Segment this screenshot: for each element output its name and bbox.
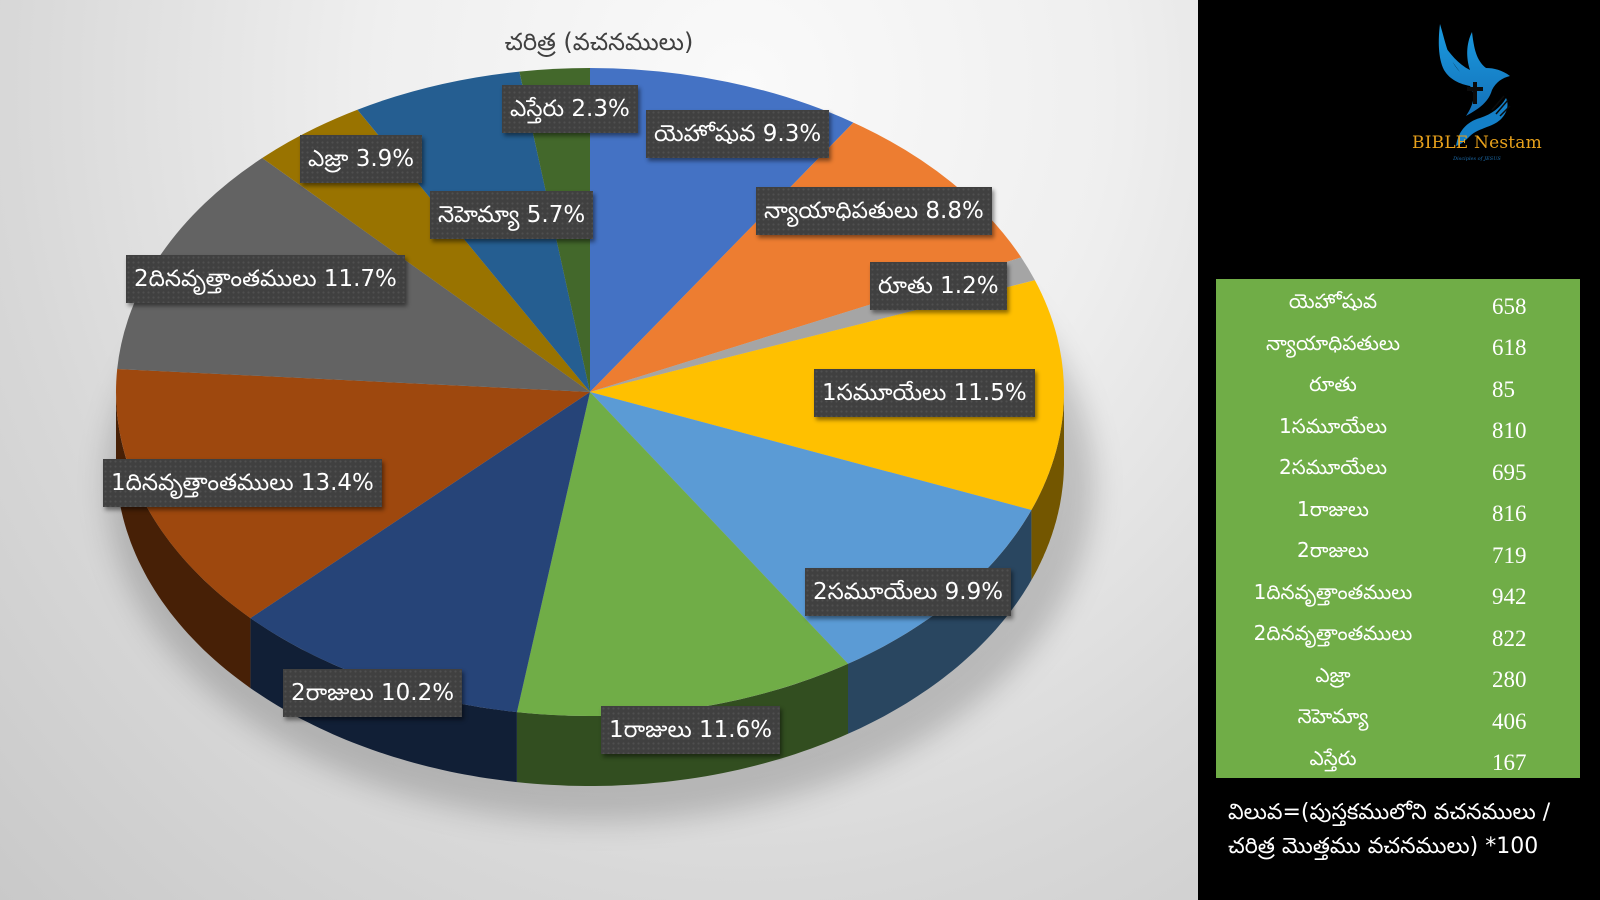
verse-count: 167 bbox=[1492, 750, 1527, 776]
formula-line-1: విలువ=(పుస్తకములోని వచనములు / bbox=[1228, 800, 1551, 825]
data-label: 2రాజులు 10.2% bbox=[283, 669, 463, 717]
pie-chart bbox=[115, 67, 1064, 786]
brand-name: BIBLE Nestam bbox=[1412, 133, 1542, 153]
data-label: 1రాజులు 11.6% bbox=[601, 706, 781, 754]
data-label: 2సమూయేలు 9.9% bbox=[805, 568, 1012, 616]
table-row: 2రాజులు 719 bbox=[1216, 532, 1580, 574]
table-row: 2దినవృత్తాంతములు 822 bbox=[1216, 615, 1580, 657]
chart-area: చరిత్ర (వచనములు) యెహోషువ 9.3% న్యాయాధిపతు… bbox=[0, 0, 1198, 900]
book-name: 2సమూయేలు bbox=[1278, 455, 1388, 480]
book-name: 2రాజులు bbox=[1297, 538, 1369, 563]
verse-count: 810 bbox=[1492, 418, 1527, 444]
formula-line-2: చరిత్ర మొత్తము వచనములు) *100 bbox=[1228, 834, 1539, 859]
book-name: 1సమూయేలు bbox=[1278, 413, 1388, 438]
verse-count: 280 bbox=[1492, 667, 1527, 693]
verse-count: 695 bbox=[1492, 459, 1527, 485]
verse-count: 822 bbox=[1492, 625, 1527, 651]
book-name: రూతు bbox=[1309, 372, 1357, 397]
data-label: 1దినవృత్తాంతములు 13.4% bbox=[103, 459, 382, 507]
table-row: 1దినవృత్తాంతములు 942 bbox=[1216, 574, 1580, 616]
pie-side-7 bbox=[116, 392, 251, 689]
table-row: ఎస్తేరు 167 bbox=[1216, 740, 1580, 782]
book-name: యెహోషువ bbox=[1288, 289, 1378, 314]
pie-slice-6 bbox=[250, 392, 590, 713]
book-name: ఎస్తేరు bbox=[1309, 745, 1357, 770]
pie-side-4 bbox=[848, 510, 1032, 734]
data-label: న్యాయాధిపతులు 8.8% bbox=[756, 187, 992, 235]
book-name: నెహెమ్యా bbox=[1297, 704, 1369, 729]
book-name: 2దినవృత్తాంతములు bbox=[1253, 621, 1413, 646]
verse-count: 719 bbox=[1492, 542, 1527, 568]
verse-count: 942 bbox=[1492, 584, 1527, 610]
pie-slice-5 bbox=[516, 392, 848, 716]
book-name: ఎజ్రా bbox=[1315, 662, 1351, 687]
verse-count: 85 bbox=[1492, 376, 1515, 402]
data-label: రూతు 1.2% bbox=[870, 262, 1007, 310]
verse-count: 816 bbox=[1492, 501, 1527, 527]
table-row: న్యాయాధిపతులు 618 bbox=[1216, 325, 1580, 367]
dove-cross-hand-icon bbox=[1438, 24, 1511, 146]
pie-side-3 bbox=[1031, 392, 1064, 580]
verse-count: 658 bbox=[1492, 293, 1527, 319]
table-row: 1సమూయేలు 810 bbox=[1216, 408, 1580, 450]
verse-count: 618 bbox=[1492, 335, 1527, 361]
data-label: ఎస్తేరు 2.3% bbox=[502, 85, 638, 133]
table-row: నెహెమ్యా 406 bbox=[1216, 698, 1580, 740]
table-row: 1రాజులు 816 bbox=[1216, 491, 1580, 533]
table-row: ఎజ్రా 280 bbox=[1216, 657, 1580, 699]
data-label: ఎజ్రా 3.9% bbox=[300, 135, 423, 183]
brand-tagline: Disciples of JESUS bbox=[1453, 156, 1501, 162]
verse-count: 406 bbox=[1492, 708, 1527, 734]
table-row: యెహోషువ 658 bbox=[1216, 283, 1580, 325]
data-label: నెహెమ్యా 5.7% bbox=[430, 191, 594, 239]
table-row: 2సమూయేలు 695 bbox=[1216, 449, 1580, 491]
table-row: రూతు 85 bbox=[1216, 366, 1580, 408]
chart-title: చరిత్ర (వచనములు) bbox=[504, 28, 694, 56]
book-name: 1రాజులు bbox=[1297, 496, 1369, 521]
formula-note: విలువ=(పుస్తకములోని వచనములు / చరిత్ర మొత… bbox=[1228, 796, 1600, 864]
book-name: 1దినవృత్తాంతములు bbox=[1253, 579, 1413, 604]
data-label: 2దినవృత్తాంతములు 11.7% bbox=[126, 255, 405, 303]
data-label: 1సమూయేలు 11.5% bbox=[814, 369, 1035, 417]
verse-count-table: యెహోషువ 658 న్యాయాధిపతులు 618 రూతు 85 1సమూయ… bbox=[1216, 279, 1580, 778]
data-label: యెహోషువ 9.3% bbox=[646, 110, 830, 158]
book-name: న్యాయాధిపతులు bbox=[1266, 330, 1400, 355]
